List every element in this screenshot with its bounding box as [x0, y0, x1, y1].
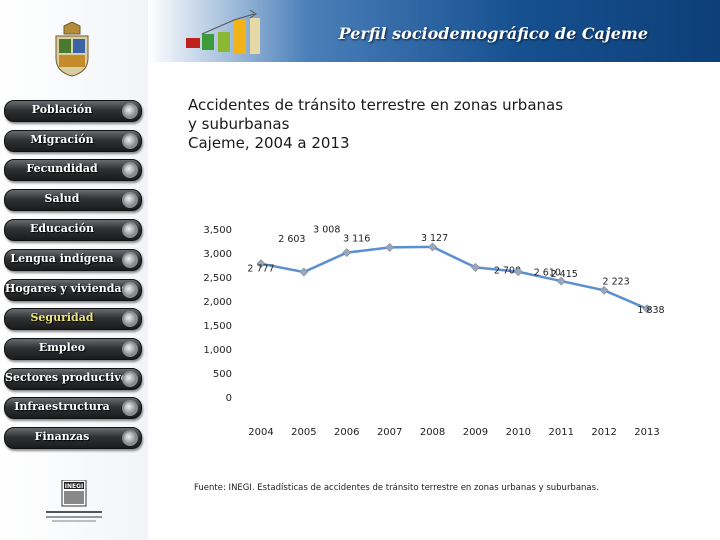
- data-label: 2 610: [534, 268, 561, 279]
- nav-label: Seguridad: [30, 311, 94, 324]
- nav-label: Lengua indígena: [10, 252, 114, 265]
- series-line: [260, 245, 648, 310]
- y-tick-label: 2,000: [203, 297, 232, 308]
- circle-knob-icon: [122, 282, 138, 298]
- page-title: Perfil sociodemográfico de Cajeme: [338, 24, 648, 43]
- circle-knob-icon: [122, 430, 138, 446]
- y-tick-label: 3,000: [203, 249, 232, 260]
- source-note: Fuente: INEGI. Estadísticas de accidente…: [194, 483, 599, 493]
- y-tick-label: 1,500: [203, 321, 232, 332]
- x-tick-label: 2012: [591, 427, 616, 438]
- chart-title-line: Accidentes de tránsito terrestre en zona…: [188, 96, 564, 114]
- data-label: 1 838: [637, 305, 664, 316]
- data-label: 2 415: [551, 269, 578, 280]
- data-point: [428, 242, 437, 252]
- data-label: 2 777: [247, 264, 274, 275]
- data-label: 2 603: [278, 234, 305, 245]
- circle-knob-icon: [122, 133, 138, 149]
- crest-icon: [55, 22, 89, 77]
- data-point: [513, 267, 523, 277]
- nav-label: Finanzas: [34, 430, 90, 443]
- data-point: [299, 267, 309, 277]
- data-label: 3 008: [313, 225, 340, 236]
- x-tick-label: 2008: [420, 427, 445, 438]
- nav-infraestructura-button[interactable]: Infraestructura: [4, 397, 142, 419]
- nav-label: Hogares y viviendas: [5, 282, 128, 295]
- data-label: 3 127: [421, 233, 448, 244]
- x-tick-label: 2009: [463, 427, 488, 438]
- nav-label: Migración: [30, 133, 94, 146]
- nav-hogares-viviendas-button[interactable]: Hogares y viviendas: [4, 279, 142, 301]
- circle-knob-icon: [122, 252, 138, 268]
- circle-knob-icon: [122, 371, 138, 387]
- x-tick-label: 2006: [334, 427, 359, 438]
- data-label: 2 223: [603, 276, 630, 287]
- nav-empleo-button[interactable]: Empleo: [4, 338, 142, 360]
- chart-title-line: Cajeme, 2004 a 2013: [188, 134, 350, 152]
- nav-migracion-button[interactable]: Migración: [4, 130, 142, 152]
- data-point: [471, 262, 480, 272]
- nav-label: Salud: [44, 192, 80, 205]
- y-tick-label: 0: [226, 393, 232, 404]
- data-label: 2 700: [494, 265, 521, 276]
- nav-fecundidad-button[interactable]: Fecundidad: [4, 159, 142, 181]
- bar-chart-logo-icon: [186, 9, 260, 54]
- nav-finanzas-button[interactable]: Finanzas: [4, 427, 142, 449]
- nav-educacion-button[interactable]: Educación: [4, 219, 142, 241]
- data-point: [342, 248, 352, 258]
- x-tick-label: 2007: [377, 427, 402, 438]
- y-tick-label: 3,500: [203, 225, 232, 236]
- circle-knob-icon: [122, 162, 138, 178]
- inegi-logo-icon: INEGI: [46, 480, 102, 522]
- nav-label: Fecundidad: [26, 162, 98, 175]
- x-tick-label: 2013: [634, 427, 659, 438]
- chart-title: Accidentes de tránsito terrestre en zona…: [188, 96, 658, 153]
- data-point: [256, 259, 266, 269]
- nav-label: Población: [31, 103, 93, 116]
- circle-knob-icon: [122, 400, 138, 416]
- nav-sectores-productivos-button[interactable]: Sectores productivos: [4, 368, 142, 390]
- nav-label: Empleo: [38, 341, 86, 354]
- circle-knob-icon: [122, 103, 138, 119]
- nav-poblacion-button[interactable]: Población: [4, 100, 142, 122]
- circle-knob-icon: [122, 311, 138, 327]
- nav-label: Educación: [29, 222, 95, 235]
- x-tick-label: 2010: [506, 427, 531, 438]
- data-label: 3 116: [343, 233, 370, 244]
- data-point: [385, 243, 395, 252]
- nav-label: Infraestructura: [14, 400, 110, 413]
- y-tick-label: 500: [213, 369, 232, 380]
- y-tick-label: 2,500: [203, 273, 232, 284]
- circle-knob-icon: [122, 222, 138, 238]
- nav-lengua-indigena-button[interactable]: Lengua indígena: [4, 249, 142, 271]
- circle-knob-icon: [122, 192, 138, 208]
- data-point: [642, 304, 652, 314]
- data-point: [599, 285, 609, 295]
- x-tick-label: 2004: [248, 427, 273, 438]
- nav-salud-button[interactable]: Salud: [4, 189, 142, 211]
- nav-label: Sectores productivos: [5, 371, 135, 384]
- chart-title-line: y suburbanas: [188, 115, 290, 133]
- data-point: [556, 276, 566, 286]
- y-tick-label: 1,000: [203, 345, 232, 356]
- circle-knob-icon: [122, 341, 138, 357]
- x-tick-label: 2005: [291, 427, 316, 438]
- svg-text:INEGI: INEGI: [65, 483, 84, 490]
- nav-seguridad-button[interactable]: Seguridad: [4, 308, 142, 330]
- x-tick-label: 2011: [548, 427, 573, 438]
